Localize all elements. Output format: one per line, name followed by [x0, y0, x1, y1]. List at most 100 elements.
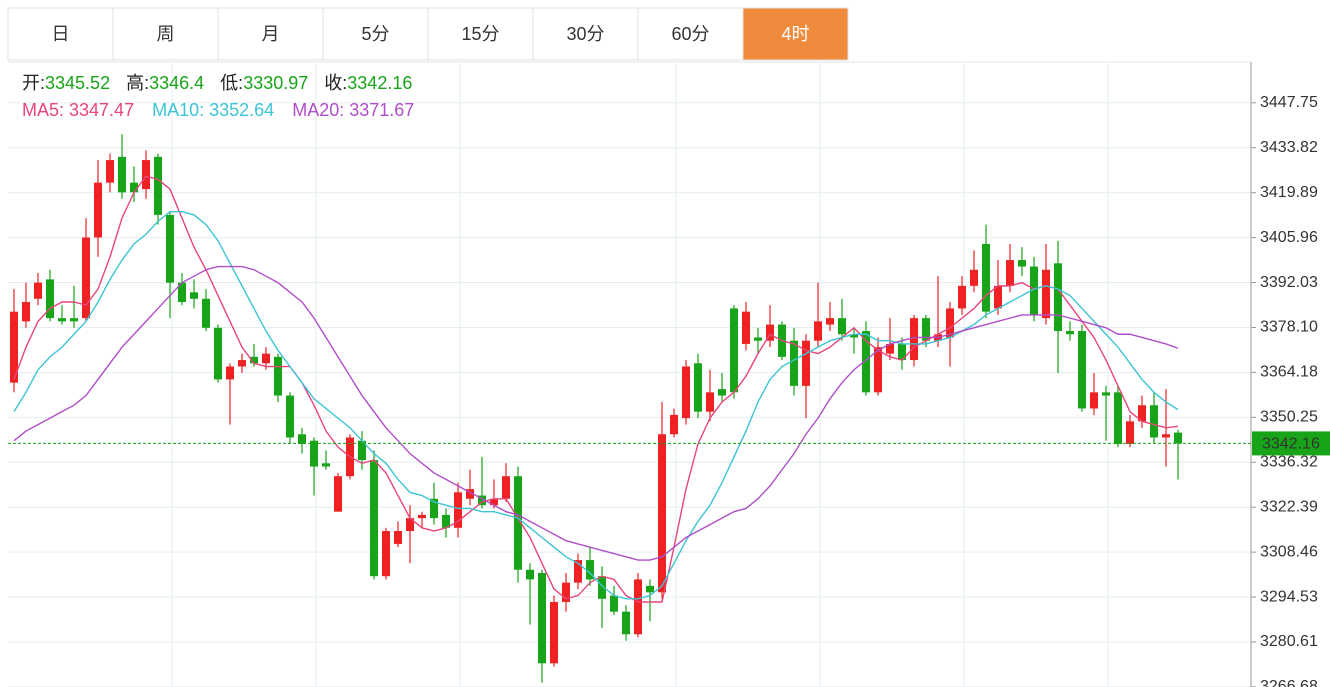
- tab-label[interactable]: 15分: [461, 24, 499, 44]
- candle-body: [1114, 392, 1122, 444]
- candle-body: [358, 440, 366, 461]
- legend-value: 3352.64: [209, 100, 274, 120]
- candle-body: [1030, 266, 1038, 315]
- candle-body: [178, 282, 186, 302]
- candle-body: [226, 366, 234, 380]
- candle-body: [910, 318, 918, 361]
- candle-body: [94, 182, 102, 238]
- candle-body: [1078, 331, 1086, 409]
- tab[interactable]: [112, 7, 219, 61]
- y-tick-label: 3405.96: [1260, 229, 1318, 246]
- candle-body: [874, 347, 882, 393]
- candle-body: [550, 602, 558, 664]
- candle-body: [802, 340, 810, 386]
- candle-body: [526, 569, 534, 580]
- tab[interactable]: [7, 7, 114, 61]
- tab[interactable]: [427, 7, 534, 61]
- candle-body: [694, 363, 702, 412]
- y-tick-label: 3322.39: [1260, 498, 1318, 515]
- candle-body: [286, 395, 294, 438]
- candle-body: [718, 389, 726, 396]
- tab-label[interactable]: 日: [52, 24, 70, 44]
- candle-body: [886, 343, 894, 354]
- candle-body: [154, 156, 162, 215]
- candle-body: [502, 476, 510, 499]
- candle-body: [166, 214, 174, 283]
- candle-body: [430, 498, 438, 519]
- y-tick-label: 3350.25: [1260, 409, 1318, 426]
- candle-body: [706, 392, 714, 412]
- candle-body: [1066, 331, 1074, 335]
- candle-body: [190, 292, 198, 299]
- info-value: 3330.97: [243, 73, 308, 93]
- tab-label[interactable]: 月: [262, 24, 280, 44]
- candle-body: [634, 579, 642, 635]
- tab[interactable]: [217, 7, 324, 61]
- candle-body: [454, 492, 462, 528]
- legend-name: MA5:: [22, 100, 69, 120]
- candle-body: [1126, 421, 1134, 444]
- legend-value: 3371.67: [349, 100, 414, 120]
- candle-body: [82, 237, 90, 319]
- tab[interactable]: [322, 7, 429, 61]
- candle-body: [130, 182, 138, 193]
- info-value: 3342.16: [347, 73, 412, 93]
- info-label: 开:: [22, 73, 45, 93]
- candle-body: [238, 360, 246, 367]
- candle-body: [22, 302, 30, 322]
- candle-body: [1102, 392, 1110, 396]
- tab-label[interactable]: 5分: [361, 24, 389, 44]
- candle-body: [250, 356, 258, 364]
- candle-body: [214, 327, 222, 380]
- tab-label[interactable]: 4时: [781, 24, 809, 44]
- y-tick-label: 3378.10: [1260, 319, 1318, 336]
- candle-body: [202, 298, 210, 328]
- candle-body: [34, 282, 42, 299]
- tab[interactable]: [742, 7, 849, 61]
- candle-body: [610, 595, 618, 612]
- y-tick-label: 3280.61: [1260, 633, 1318, 650]
- candle-body: [274, 356, 282, 396]
- info-label: 收:: [324, 73, 347, 93]
- legend-name: MA20:: [292, 100, 349, 120]
- last-price-tag: [1252, 431, 1330, 456]
- candle-body: [442, 514, 450, 528]
- info-value: 3345.52: [45, 73, 110, 93]
- tab[interactable]: [532, 7, 639, 61]
- candle-body: [298, 434, 306, 444]
- candle-body: [622, 611, 630, 635]
- tab-label[interactable]: 30分: [566, 24, 604, 44]
- candle-body: [322, 463, 330, 467]
- legend-name: MA10:: [152, 100, 209, 120]
- tab-label[interactable]: 60分: [671, 24, 709, 44]
- tab[interactable]: [637, 7, 744, 61]
- candle-body: [658, 434, 666, 593]
- tab-label[interactable]: 周: [157, 24, 175, 44]
- candle-body: [826, 318, 834, 325]
- candle-body: [586, 560, 594, 580]
- candle-body: [730, 308, 738, 393]
- candle-body: [790, 340, 798, 386]
- candle-body: [46, 279, 54, 319]
- candle-body: [646, 585, 654, 593]
- y-tick-label: 3447.75: [1260, 94, 1318, 111]
- candle-body: [598, 576, 606, 599]
- y-tick-label: 3392.03: [1260, 274, 1318, 291]
- candle-body: [766, 324, 774, 341]
- candle-body: [1150, 405, 1158, 438]
- candle-body: [970, 269, 978, 286]
- ma-line: [13, 175, 1179, 603]
- candle-body: [1054, 263, 1062, 332]
- candle-body: [1174, 432, 1182, 444]
- candle-body: [670, 414, 678, 435]
- candle-body: [142, 160, 150, 190]
- candle-body: [1138, 405, 1146, 422]
- info-label: 高:: [126, 73, 149, 93]
- candle-body: [70, 318, 78, 322]
- y-tick-label: 3419.89: [1260, 184, 1318, 201]
- candle-body: [538, 572, 546, 664]
- candle-body: [682, 366, 690, 419]
- candle-body: [406, 518, 414, 532]
- info-row: MA5: 3347.47 MA10: 3352.64 MA20: 3371.67: [22, 100, 414, 120]
